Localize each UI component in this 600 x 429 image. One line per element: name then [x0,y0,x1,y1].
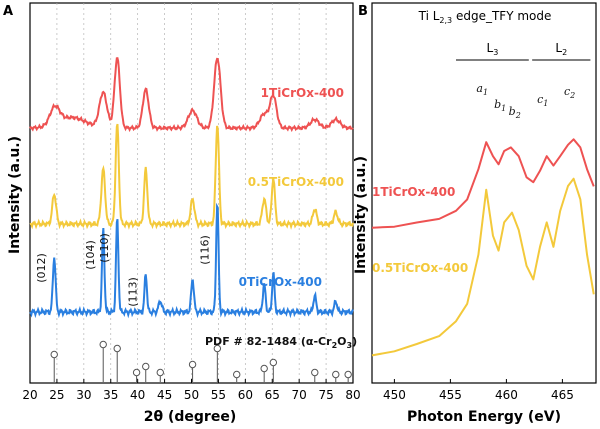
x-tick-label: 65 [265,388,280,402]
panel-a-xticks: 20 25 30 35 40 45 50 55 60 65 70 75 80 [22,379,361,402]
reference-label: PDF # 82-1484 (α-Cr2O3) [205,335,357,350]
peak-annotation: b2 [509,105,521,120]
series-label-0.5TiCrOx: 0.5TiCrOx-400 [248,175,344,189]
series-line [371,138,595,229]
x-tick-label: 75 [318,388,333,402]
x-tick-label: 50 [184,388,199,402]
x-tick-label: 40 [130,388,145,402]
panel-b-frame [371,2,597,384]
reference-marker [269,358,278,367]
panel-b-label: B [358,4,368,19]
x-tick-label: 45 [157,388,172,402]
reference-marker [260,364,268,373]
x-tick-label: 25 [49,388,64,402]
panel-a-ylabel: Intensity (a.u.) [7,136,23,254]
panel-b-xticks: 450 455 460 465 [383,379,574,402]
reference-marker [311,368,319,377]
reference-marker [113,344,121,353]
reference-marker [344,370,352,379]
peak-annotation: a1 [476,82,488,97]
x-tick-label: 35 [103,388,118,402]
reference-marker [132,368,141,377]
panel-a-xlabel: 2θ (degree) [144,409,236,425]
panel-a-grid [56,3,327,383]
x-tick-label: 450 [383,388,406,402]
reference-marker [156,368,164,377]
series-label-b-0.5TiCrOx: 0.5TiCrOx-400 [372,261,468,275]
panel-a-label: A [3,4,13,19]
peak-annotations: a1 b1 b2 c1 c2 [476,82,575,120]
x-tick-label: 455 [439,388,462,402]
series-line [29,57,354,133]
panel-b-xlabel: Photon Energy (eV) [407,409,561,425]
peak-annotation: b1 [494,98,506,113]
reference-marker [233,370,241,379]
peak-label: (113) [127,277,140,307]
series-label-b-1TiCrOx: 1TiCrOx-400 [372,185,455,199]
x-tick-label: 30 [76,388,91,402]
panel-b-title: Ti L2,3 edge_TFY mode [418,9,552,25]
reference-marker [50,350,58,359]
series-label-1TiCrOx: 1TiCrOx-400 [261,86,344,100]
x-tick-label: 60 [238,388,253,402]
x-tick-label: 55 [211,388,226,402]
reference-marker [99,340,107,349]
peak-label: (012) [35,253,48,283]
x-tick-label: 20 [22,388,37,402]
x-tick-label: 70 [292,388,307,402]
peak-labels: (012) (104) (110) (113) (116) [35,233,211,307]
reference-marker [332,370,340,379]
x-tick-label: 465 [551,388,574,402]
panel-b-series [371,138,595,357]
series-line [29,123,354,230]
band-label: L2 [555,41,567,57]
peak-annotation: c1 [537,93,548,108]
series-line [371,177,595,357]
series-line [29,202,354,319]
panel-a-series [29,57,354,319]
peak-label: (104) [84,240,97,270]
peak-label: (116) [198,235,211,265]
x-tick-label: 460 [495,388,518,402]
panel-b-ylabel: Intensity (a.u.) [353,156,369,274]
reference-marker [213,344,222,353]
reference-lines [50,340,352,382]
peak-label: (110) [98,233,111,263]
edge-bands: L3 L2 [456,41,591,61]
series-label-0TiCrOx: 0TiCrOx-400 [239,275,322,289]
peak-annotation: c2 [564,85,575,100]
reference-marker [188,360,197,369]
band-label: L3 [487,41,499,57]
reference-marker [142,362,150,371]
x-tick-label: 80 [345,388,360,402]
